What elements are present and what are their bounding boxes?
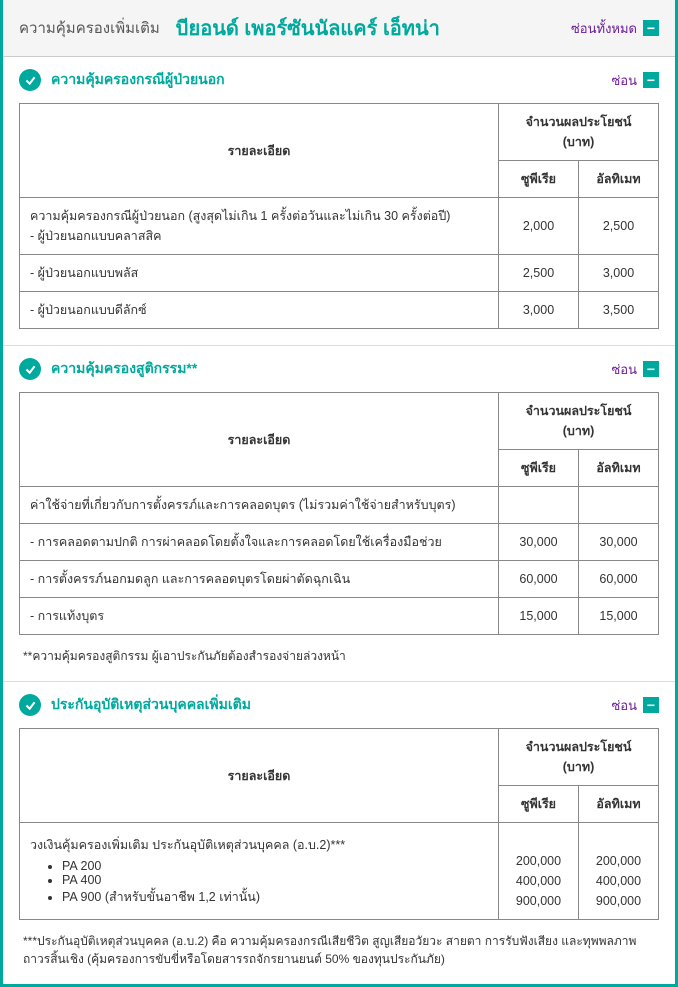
cell-value: 60,000 bbox=[499, 561, 579, 598]
check-icon bbox=[19, 69, 41, 91]
value: 400,000 bbox=[516, 874, 561, 888]
cell-desc: - ผู้ป่วยนอกแบบพลัส bbox=[20, 255, 499, 292]
col-tier2: อัลทิเมท bbox=[579, 450, 659, 487]
cell-value: 15,000 bbox=[499, 598, 579, 635]
cell-value bbox=[579, 487, 659, 524]
section-title: ความคุ้มครองกรณีผู้ป่วยนอก bbox=[51, 69, 611, 91]
col-tier2: อัลทิเมท bbox=[579, 161, 659, 198]
cell-value: 3,000 bbox=[499, 292, 579, 329]
col-benefits: จำนวนผลประโยชน์ (บาท) bbox=[499, 729, 659, 786]
check-icon bbox=[19, 694, 41, 716]
table-header-row: รายละเอียด จำนวนผลประโยชน์ (บาท) bbox=[20, 393, 659, 450]
value: 900,000 bbox=[516, 894, 561, 908]
col-benefits: จำนวนผลประโยชน์ (บาท) bbox=[499, 393, 659, 450]
col-details: รายละเอียด bbox=[20, 104, 499, 198]
minus-icon: − bbox=[643, 72, 659, 88]
list-item: PA 900 (สำหรับขั้นอาชีพ 1,2 เท่านั้น) bbox=[62, 887, 488, 907]
footnote: **ความคุ้มครองสูติกรรม ผู้เอาประกันภัยต้… bbox=[19, 647, 659, 665]
section-title: ประกันอุบัติเหตุส่วนบุคคลเพิ่มเติม bbox=[51, 694, 611, 716]
cell-value: 15,000 bbox=[579, 598, 659, 635]
collapse-all-button[interactable]: ซ่อนทั้งหมด − bbox=[571, 18, 659, 39]
list-item: PA 200 bbox=[62, 859, 488, 873]
section-header: ความคุ้มครองสูติกรรม** ซ่อน − bbox=[19, 358, 659, 380]
col-tier1: ซูพีเรีย bbox=[499, 786, 579, 823]
minus-icon: − bbox=[643, 20, 659, 36]
header-label: ความคุ้มครองเพิ่มเติม bbox=[19, 16, 160, 40]
benefits-table: รายละเอียด จำนวนผลประโยชน์ (บาท) ซูพีเรี… bbox=[19, 103, 659, 329]
cell-value: 200,000 400,000 900,000 bbox=[579, 823, 659, 920]
section-outpatient: ความคุ้มครองกรณีผู้ป่วยนอก ซ่อน − รายละเ… bbox=[3, 57, 675, 346]
table-header-row: รายละเอียด จำนวนผลประโยชน์ (บาท) bbox=[20, 104, 659, 161]
minus-icon: − bbox=[643, 697, 659, 713]
benefits-table: รายละเอียด จำนวนผลประโยชน์ (บาท) ซูพีเรี… bbox=[19, 392, 659, 635]
cell-value: 2,500 bbox=[499, 255, 579, 292]
col-details: รายละเอียด bbox=[20, 393, 499, 487]
section-collapse-button[interactable]: ซ่อน − bbox=[611, 695, 659, 716]
header-title: บียอนด์ เพอร์ซันนัลแคร์ เอ็ทน่า bbox=[176, 12, 571, 44]
list-item: PA 400 bbox=[62, 873, 488, 887]
section-collapse-button[interactable]: ซ่อน − bbox=[611, 70, 659, 91]
section-title: ความคุ้มครองสูติกรรม** bbox=[51, 358, 611, 380]
cell-desc: - การแท้งบุตร bbox=[20, 598, 499, 635]
cell-value bbox=[499, 487, 579, 524]
page-header: ความคุ้มครองเพิ่มเติม บียอนด์ เพอร์ซันนั… bbox=[3, 0, 675, 57]
section-header: ความคุ้มครองกรณีผู้ป่วยนอก ซ่อน − bbox=[19, 69, 659, 91]
page-wrapper: ความคุ้มครองเพิ่มเติม บียอนด์ เพอร์ซันนั… bbox=[0, 0, 678, 987]
col-tier2: อัลทิเมท bbox=[579, 786, 659, 823]
value: 900,000 bbox=[596, 894, 641, 908]
cell-desc: วงเงินคุ้มครองเพิ่มเติม ประกันอุบัติเหตุ… bbox=[20, 823, 499, 920]
cell-desc: - ผู้ป่วยนอกแบบดีลักซ์ bbox=[20, 292, 499, 329]
table-row: วงเงินคุ้มครองเพิ่มเติม ประกันอุบัติเหตุ… bbox=[20, 823, 659, 920]
cell-desc: ค่าใช้จ่ายที่เกี่ยวกับการตั้งครรภ์และการ… bbox=[20, 487, 499, 524]
cell-value: 30,000 bbox=[579, 524, 659, 561]
col-tier1: ซูพีเรีย bbox=[499, 161, 579, 198]
table-row: - ผู้ป่วยนอกแบบพลัส 2,500 3,000 bbox=[20, 255, 659, 292]
value: 400,000 bbox=[596, 874, 641, 888]
cell-desc: - การคลอดตามปกติ การผ่าคลอดโดยตั้งใจและก… bbox=[20, 524, 499, 561]
section-maternity: ความคุ้มครองสูติกรรม** ซ่อน − รายละเอียด… bbox=[3, 346, 675, 682]
section-collapse-button[interactable]: ซ่อน − bbox=[611, 359, 659, 380]
col-tier1: ซูพีเรีย bbox=[499, 450, 579, 487]
section-collapse-label: ซ่อน bbox=[611, 70, 637, 91]
table-header-row: รายละเอียด จำนวนผลประโยชน์ (บาท) bbox=[20, 729, 659, 786]
section-pa: ประกันอุบัติเหตุส่วนบุคคลเพิ่มเติม ซ่อน … bbox=[3, 682, 675, 984]
cell-value: 3,000 bbox=[579, 255, 659, 292]
col-benefits: จำนวนผลประโยชน์ (บาท) bbox=[499, 104, 659, 161]
collapse-all-label: ซ่อนทั้งหมด bbox=[571, 18, 637, 39]
cell-value: 60,000 bbox=[579, 561, 659, 598]
table-row: - การแท้งบุตร 15,000 15,000 bbox=[20, 598, 659, 635]
footnote: ***ประกันอุบัติเหตุส่วนบุคคล (อ.บ.2) คือ… bbox=[19, 932, 659, 968]
section-collapse-label: ซ่อน bbox=[611, 695, 637, 716]
cell-desc: - การตั้งครรภ์นอกมดลูก และการคลอดบุตรโดย… bbox=[20, 561, 499, 598]
cell-desc-heading: วงเงินคุ้มครองเพิ่มเติม ประกันอุบัติเหตุ… bbox=[30, 838, 345, 852]
table-row: - การคลอดตามปกติ การผ่าคลอดโดยตั้งใจและก… bbox=[20, 524, 659, 561]
section-header: ประกันอุบัติเหตุส่วนบุคคลเพิ่มเติม ซ่อน … bbox=[19, 694, 659, 716]
section-collapse-label: ซ่อน bbox=[611, 359, 637, 380]
benefits-table: รายละเอียด จำนวนผลประโยชน์ (บาท) ซูพีเรี… bbox=[19, 728, 659, 920]
col-details: รายละเอียด bbox=[20, 729, 499, 823]
cell-value: 3,500 bbox=[579, 292, 659, 329]
table-row: ความคุ้มครองกรณีผู้ป่วยนอก (สูงสุดไม่เกิ… bbox=[20, 198, 659, 255]
cell-value: 2,500 bbox=[579, 198, 659, 255]
cell-value: 30,000 bbox=[499, 524, 579, 561]
table-row: - ผู้ป่วยนอกแบบดีลักซ์ 3,000 3,500 bbox=[20, 292, 659, 329]
cell-value: 200,000 400,000 900,000 bbox=[499, 823, 579, 920]
value: 200,000 bbox=[596, 854, 641, 868]
cell-desc: ความคุ้มครองกรณีผู้ป่วยนอก (สูงสุดไม่เกิ… bbox=[20, 198, 499, 255]
table-row: - การตั้งครรภ์นอกมดลูก และการคลอดบุตรโดย… bbox=[20, 561, 659, 598]
check-icon bbox=[19, 358, 41, 380]
value: 200,000 bbox=[516, 854, 561, 868]
table-row: ค่าใช้จ่ายที่เกี่ยวกับการตั้งครรภ์และการ… bbox=[20, 487, 659, 524]
cell-value: 2,000 bbox=[499, 198, 579, 255]
minus-icon: − bbox=[643, 361, 659, 377]
